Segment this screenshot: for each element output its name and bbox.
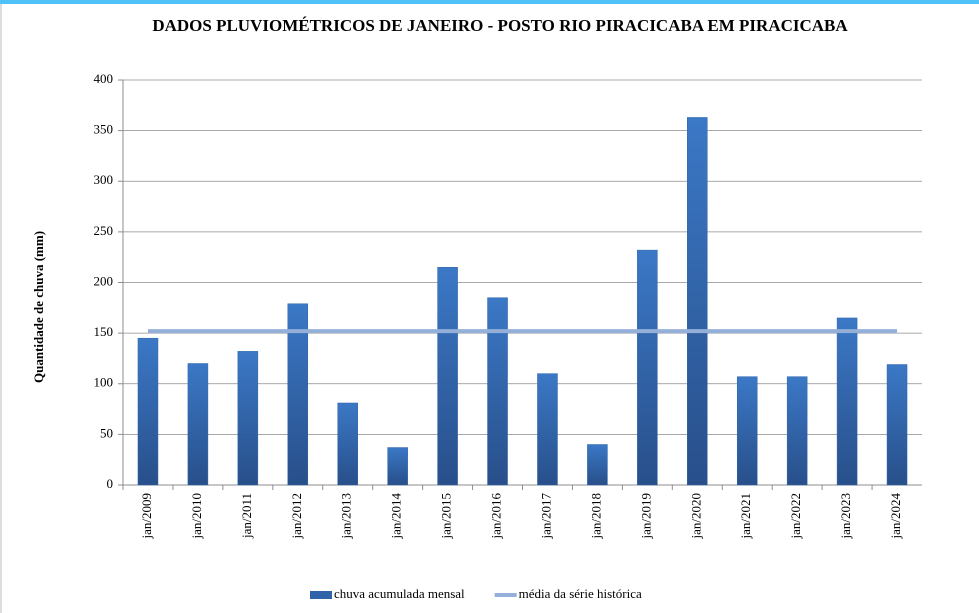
bar	[287, 303, 309, 486]
x-tick-label: jan/2024	[888, 493, 903, 540]
bar	[637, 249, 658, 486]
bar	[587, 444, 608, 486]
x-tick-label: jan/2018	[588, 493, 603, 540]
x-tick-label: jan/2015	[439, 493, 454, 540]
bar	[687, 117, 708, 486]
x-tick-label: jan/2013	[339, 493, 354, 540]
y-tick-label: 350	[94, 122, 114, 137]
y-tick-label: 300	[94, 172, 114, 187]
bar	[337, 402, 358, 486]
chart-title: DADOS PLUVIOMÉTRICOS DE JANEIRO - POSTO …	[152, 16, 848, 35]
bar	[237, 351, 259, 486]
x-tick-label: jan/2016	[489, 493, 504, 540]
bar	[387, 447, 408, 486]
x-tick-label: jan/2010	[189, 493, 204, 540]
x-tick-label: jan/2019	[638, 493, 653, 540]
bar	[187, 363, 209, 486]
bar	[537, 373, 558, 486]
top-bar	[0, 0, 979, 4]
x-tick-label: jan/2017	[538, 493, 553, 540]
bar	[437, 267, 458, 486]
x-tick-label: jan/2011	[239, 493, 254, 539]
bar	[137, 337, 159, 486]
x-tick-label: jan/2021	[738, 493, 753, 540]
y-tick-label: 100	[94, 375, 114, 390]
bar	[886, 364, 908, 486]
y-tick-label: 0	[107, 476, 114, 491]
x-tick-label: jan/2014	[389, 493, 404, 540]
bar	[736, 376, 758, 486]
y-tick-label: 150	[94, 324, 114, 339]
legend-swatch	[310, 591, 332, 599]
bar	[786, 376, 808, 486]
legend-label: média da série histórica	[519, 586, 642, 601]
bar	[836, 317, 858, 486]
y-tick-label: 250	[94, 223, 114, 238]
x-tick-label: jan/2020	[688, 493, 703, 540]
legend-label: chuva acumulada mensal	[334, 586, 465, 601]
x-tick-label: jan/2012	[289, 493, 304, 540]
y-tick-label: 400	[94, 71, 114, 86]
x-tick-label: jan/2022	[788, 493, 803, 540]
bar	[487, 297, 508, 486]
x-tick-label: jan/2023	[838, 493, 853, 540]
y-axis-label: Quantidade de chuva (mm)	[31, 231, 46, 383]
x-tick-label: jan/2009	[139, 493, 154, 540]
y-tick-label: 50	[100, 425, 113, 440]
y-tick-label: 200	[94, 273, 114, 288]
